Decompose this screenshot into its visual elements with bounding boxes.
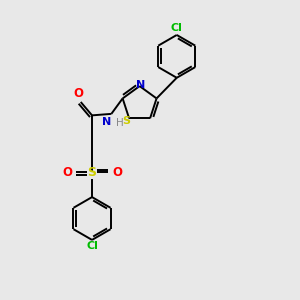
Text: O: O <box>74 87 84 100</box>
Text: O: O <box>112 166 122 179</box>
Text: S: S <box>88 166 97 179</box>
Text: H: H <box>116 118 124 128</box>
Text: N: N <box>136 80 146 90</box>
Text: N: N <box>102 117 111 128</box>
Text: Cl: Cl <box>171 23 183 34</box>
Text: O: O <box>62 166 72 179</box>
Text: S: S <box>123 116 131 126</box>
Text: Cl: Cl <box>86 242 98 251</box>
